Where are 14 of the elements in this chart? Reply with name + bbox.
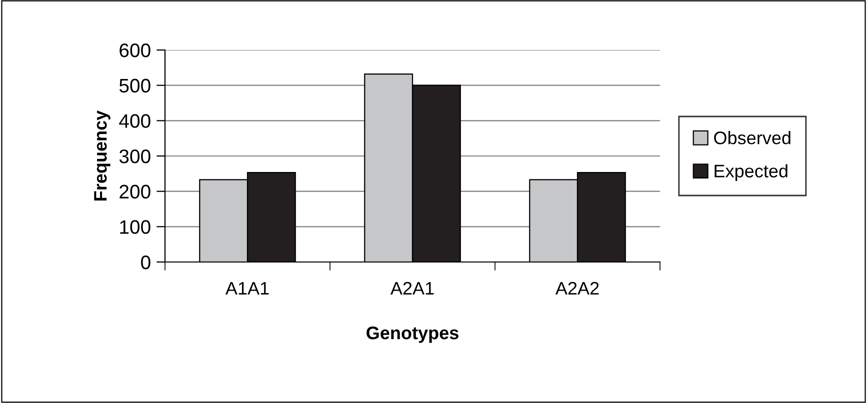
y-tick-label: 300 [119,149,150,164]
y-tick-label: 600 [120,43,150,58]
x-axis-title: Genotypes [366,326,458,343]
y-axis-title: Frequency [94,110,110,200]
x-tick-label: A2A1 [390,282,434,295]
legend-label: Expected [714,164,788,182]
y-tick-label: 100 [120,220,150,234]
y-tick-label: 400 [119,114,150,128]
x-tick-label: A1A1 [225,282,269,295]
legend-label: Observed [714,131,790,144]
x-tick-label: A2A2 [555,282,599,295]
y-tick-label: 0 [141,255,150,270]
y-tick-label: 500 [119,78,150,93]
y-tick-label: 200 [120,184,150,199]
